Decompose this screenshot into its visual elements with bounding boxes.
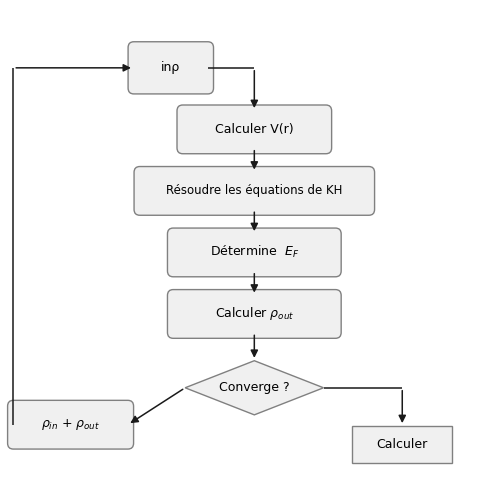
Text: Converge ?: Converge ? <box>219 381 289 395</box>
FancyBboxPatch shape <box>134 166 374 215</box>
FancyBboxPatch shape <box>168 290 341 338</box>
Text: inρ: inρ <box>161 61 180 74</box>
FancyBboxPatch shape <box>8 400 133 449</box>
FancyBboxPatch shape <box>168 228 341 277</box>
Text: Calculer V(r): Calculer V(r) <box>215 123 294 136</box>
Bar <box>352 426 452 463</box>
FancyBboxPatch shape <box>177 105 332 154</box>
Text: $\rho_{in}$ + $\rho_{out}$: $\rho_{in}$ + $\rho_{out}$ <box>41 417 100 432</box>
Polygon shape <box>185 361 324 415</box>
Text: Détermine  $E_F$: Détermine $E_F$ <box>210 245 299 260</box>
Text: Résoudre les équations de KH: Résoudre les équations de KH <box>166 185 343 198</box>
FancyBboxPatch shape <box>128 42 214 94</box>
Text: Calculer $\rho_{out}$: Calculer $\rho_{out}$ <box>215 305 294 322</box>
Text: Calculer: Calculer <box>377 438 428 451</box>
